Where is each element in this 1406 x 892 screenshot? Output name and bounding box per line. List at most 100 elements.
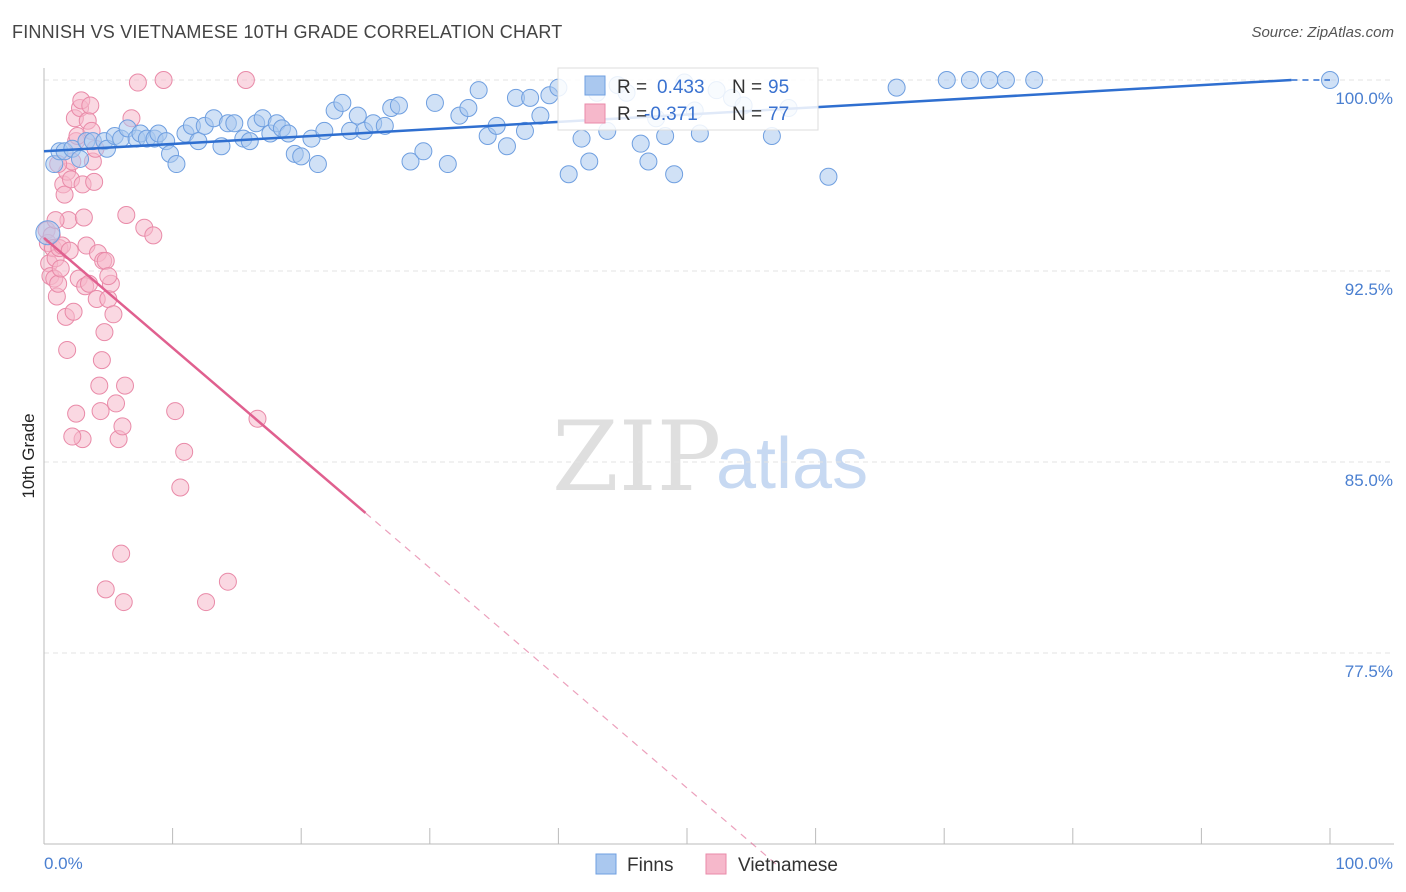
vietnamese-point	[112, 544, 131, 563]
finns-point	[279, 124, 298, 143]
vietnamese-point	[218, 572, 237, 591]
finns-point	[71, 149, 90, 168]
vietnamese-point	[116, 376, 135, 395]
vietnamese-legend-label: Vietnamese	[738, 855, 838, 876]
finns-point	[521, 88, 540, 107]
vietnamese-point	[114, 593, 133, 612]
finns-point	[401, 152, 420, 171]
vietnamese-n-label: N =	[732, 104, 762, 125]
vietnamese-point	[55, 185, 74, 204]
finns-point	[559, 165, 578, 184]
finns-point	[389, 96, 408, 115]
gridlines	[44, 79, 1394, 654]
vietnamese-point	[144, 226, 163, 245]
finns-point	[572, 129, 591, 148]
vietnamese-point	[104, 305, 123, 324]
vietnamese-point	[81, 96, 100, 115]
finns-point	[515, 121, 534, 140]
finns-r-value: 0.433	[657, 77, 705, 98]
vietnamese-point	[171, 478, 190, 497]
vietnamese-point	[63, 427, 82, 446]
vietnamese-legend-swatch	[584, 103, 606, 124]
vietnamese-point	[49, 274, 68, 293]
vietnamese-bottom-swatch	[705, 853, 727, 875]
vietnamese-point	[90, 376, 109, 395]
finns-point	[292, 147, 311, 166]
vietnamese-point	[113, 417, 132, 436]
finns-legend-swatch	[584, 75, 606, 96]
finns-point	[937, 71, 956, 89]
finns-point	[438, 155, 457, 174]
finns-point	[375, 116, 394, 135]
finns-point	[308, 155, 327, 174]
y-tick-label: 92.5%	[1345, 280, 1393, 299]
y-tick-label: 77.5%	[1345, 662, 1393, 681]
vietnamese-point	[91, 402, 110, 421]
finns-point	[315, 121, 334, 140]
vietnamese-point	[96, 251, 115, 270]
finns-bottom-swatch	[595, 853, 617, 875]
finns-point	[333, 93, 352, 112]
finns-point	[580, 152, 599, 171]
vietnamese-point	[166, 402, 185, 421]
vietnamese-trend-line	[43, 236, 367, 514]
finns-point	[35, 220, 61, 246]
finns-point	[960, 71, 979, 89]
vietnamese-n-value: 77	[768, 104, 789, 125]
source-credit: Source: ZipAtlas.com	[1251, 24, 1394, 41]
x-tick-label-min: 0.0%	[44, 854, 83, 873]
vietnamese-r-label: R =	[617, 104, 647, 125]
finns-r-label: R =	[617, 77, 647, 98]
finns-point	[631, 134, 650, 153]
vietnamese-point	[236, 71, 255, 89]
y-axis-title: 10th Grade	[19, 413, 38, 498]
vietnamese-point	[92, 351, 111, 370]
finns-point	[887, 78, 906, 97]
vietnamese-point	[51, 259, 70, 278]
finns-n-label: N =	[732, 77, 762, 98]
finns-point	[167, 155, 186, 174]
vietnamese-point	[95, 323, 114, 342]
vietnamese-point	[175, 442, 194, 461]
finns-point	[996, 71, 1015, 89]
chart-title: FINNISH VS VIETNAMESE 10TH GRADE CORRELA…	[12, 22, 563, 42]
vietnamese-point	[117, 205, 136, 224]
vietnamese-point	[64, 302, 83, 321]
finns-point	[348, 106, 367, 125]
vietnamese-point	[58, 340, 77, 359]
watermark-zip: ZIP	[552, 401, 721, 513]
stats-legend: R = 0.433 N = 95 R = -0.371 N = 77	[557, 67, 819, 131]
finns-point	[414, 142, 433, 161]
y-tick-label: 100.0%	[1335, 89, 1393, 108]
vietnamese-r-value: -0.371	[644, 104, 698, 125]
vietnamese-point	[107, 394, 126, 413]
vietnamese-point	[197, 593, 216, 612]
vietnamese-point	[85, 172, 104, 191]
x-tick-label-max: 100.0%	[1335, 854, 1393, 873]
finns-point	[819, 167, 838, 186]
x-axis-ticks	[43, 828, 1331, 844]
finns-point	[459, 99, 478, 118]
vietnamese-point	[154, 71, 173, 89]
finns-point	[497, 137, 516, 156]
y-tick-labels: 100.0% 92.5% 85.0% 77.5%	[1335, 89, 1393, 681]
vietnamese-point	[60, 241, 79, 260]
finns-point	[980, 71, 999, 89]
watermark-atlas: atlas	[716, 424, 868, 504]
finns-legend-label: Finns	[627, 855, 673, 876]
finns-n-value: 95	[768, 77, 789, 98]
vietnamese-point	[74, 208, 93, 227]
finns-point	[469, 81, 488, 100]
vietnamese-point	[128, 73, 147, 92]
finns-point	[225, 114, 244, 133]
vietnamese-point	[96, 580, 115, 599]
vietnamese-point	[99, 267, 118, 286]
finns-point	[1025, 71, 1044, 89]
series-legend: Finns Vietnamese	[595, 853, 838, 876]
y-tick-label: 85.0%	[1345, 471, 1393, 490]
vietnamese-trend-extension	[365, 512, 778, 866]
finns-point	[639, 152, 658, 171]
finns-point	[425, 93, 444, 112]
finns-point	[665, 165, 684, 184]
